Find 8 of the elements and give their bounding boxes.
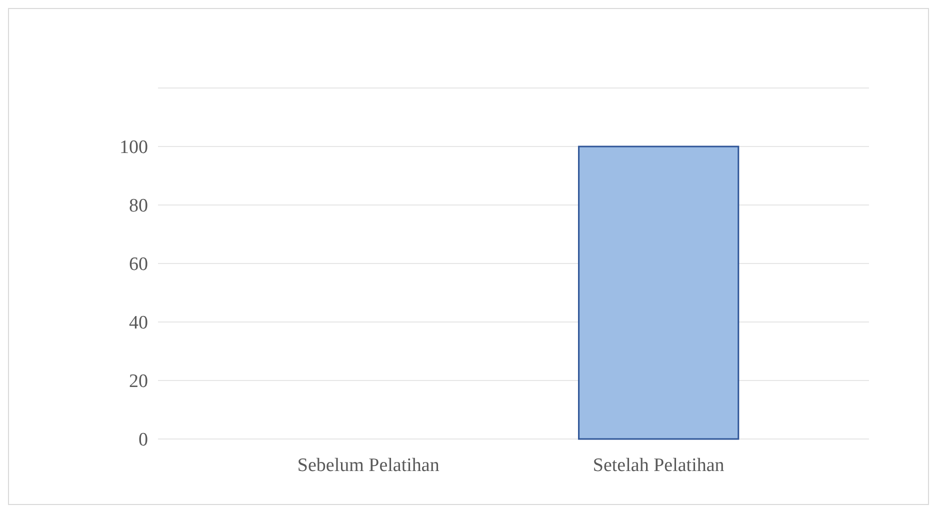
y-tick-label: 60 [129, 254, 148, 276]
y-tick-label: 40 [129, 312, 148, 334]
y-tick-label: 0 [138, 430, 148, 451]
y-tick-label: 100 [120, 137, 148, 158]
y-tick-label: 80 [129, 196, 148, 217]
y-tick-label: 20 [129, 371, 148, 392]
x-tick-label: Sebelum Pelatihan [297, 455, 440, 476]
x-tick-label: Setelah Pelatihan [592, 455, 725, 476]
